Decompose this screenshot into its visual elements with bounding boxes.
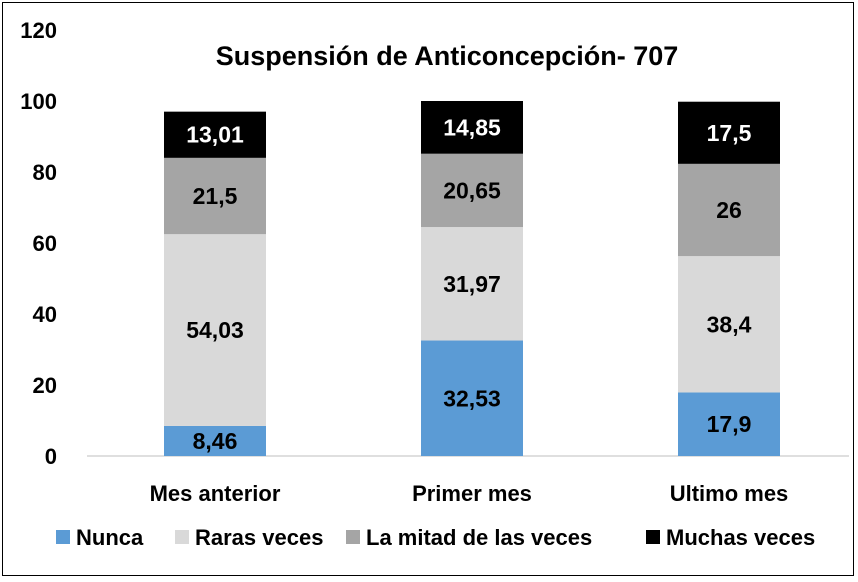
bar-segment xyxy=(678,163,780,257)
data-label: 21,5 xyxy=(193,183,238,209)
bar-segment xyxy=(421,227,523,341)
bar-segment xyxy=(164,425,266,456)
data-label: 26 xyxy=(716,197,742,223)
legend-label: Muchas veces xyxy=(666,525,815,550)
bars: 8,46 54,03 21,5 13,01 32,53 31,97 20,65 14,85 17… xyxy=(164,101,780,456)
bar-segment xyxy=(678,392,780,456)
x-tick-label: Primer mes xyxy=(412,481,532,506)
x-tick-label: Mes anterior xyxy=(150,481,281,506)
x-tick-label: Ultimo mes xyxy=(670,481,789,506)
x-axis-ticks: Mes anterior Primer mes Ultimo mes xyxy=(150,481,789,506)
bar-segment xyxy=(421,340,523,456)
data-label: 32,53 xyxy=(443,385,501,411)
legend: Nunca Raras veces La mitad de las veces Muc… xyxy=(56,525,815,550)
y-tick-label: 80 xyxy=(33,160,57,185)
y-tick-label: 0 xyxy=(45,444,57,469)
y-tick-label: 100 xyxy=(20,89,57,114)
bar-segment xyxy=(421,101,523,154)
data-label: 17,5 xyxy=(707,120,752,146)
legend-swatch xyxy=(346,530,360,544)
data-label: 38,4 xyxy=(707,311,752,337)
y-tick-label: 20 xyxy=(33,373,57,398)
bar-segment xyxy=(421,153,523,228)
legend-swatch xyxy=(646,530,660,544)
chart-title: Suspensión de Anticoncepción- 707 xyxy=(216,41,679,71)
data-label: 31,97 xyxy=(443,271,501,297)
legend-label: La mitad de las veces xyxy=(366,525,592,550)
data-label: 13,01 xyxy=(186,122,244,148)
data-label: 54,03 xyxy=(186,317,244,343)
y-tick-label: 40 xyxy=(33,302,57,327)
data-label: 20,65 xyxy=(443,177,501,203)
data-label: 14,85 xyxy=(443,114,501,140)
bar-segment xyxy=(164,234,266,426)
legend-swatch xyxy=(175,530,189,544)
chart-frame: Suspensión de Anticoncepción- 707 0 20 40 6… xyxy=(2,2,854,576)
y-axis-ticks: 0 20 40 60 80 100 120 xyxy=(20,18,57,469)
bar-segment xyxy=(678,256,780,393)
legend-label: Raras veces xyxy=(195,525,323,550)
y-tick-label: 120 xyxy=(20,18,57,43)
bar-segment xyxy=(164,157,266,235)
y-tick-label: 60 xyxy=(33,231,57,256)
bar-segment xyxy=(164,111,266,158)
legend-swatch xyxy=(56,530,70,544)
data-label: 8,46 xyxy=(193,428,238,454)
stacked-bar-chart: Suspensión de Anticoncepción- 707 0 20 40 6… xyxy=(20,18,849,550)
legend-label: Nunca xyxy=(76,525,144,550)
data-label: 17,9 xyxy=(707,411,752,437)
bar-segment xyxy=(678,101,780,164)
